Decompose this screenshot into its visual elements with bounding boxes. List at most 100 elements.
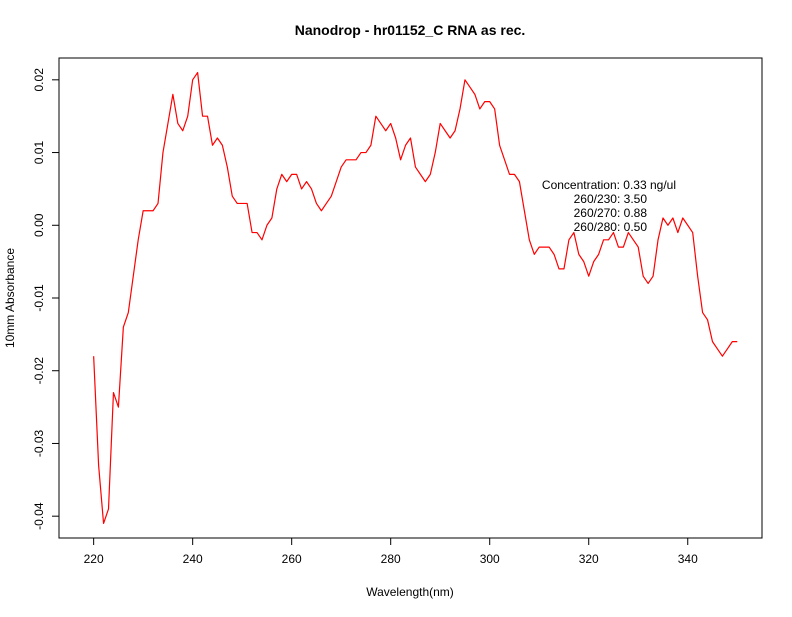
data-point <box>207 116 208 117</box>
y-tick-label: -0.03 <box>32 429 46 457</box>
absorbance-series-line <box>93 71 738 525</box>
y-tick-label: -0.04 <box>32 502 46 530</box>
data-point <box>321 210 322 211</box>
data-point <box>276 188 277 189</box>
data-point <box>435 152 436 153</box>
data-point <box>242 203 243 204</box>
data-point <box>484 101 485 102</box>
data-point <box>405 145 406 146</box>
data-point <box>598 254 599 255</box>
data-point <box>633 239 634 240</box>
data-point <box>425 181 426 182</box>
data-point <box>355 159 356 160</box>
x-tick-label: 320 <box>579 552 599 566</box>
data-point <box>420 174 421 175</box>
annotation-260-280: 260/280: 0.50 <box>574 220 648 234</box>
data-point <box>553 254 554 255</box>
data-point <box>588 276 589 277</box>
data-point <box>539 246 540 247</box>
x-tick-label: 280 <box>381 552 401 566</box>
y-tick-label: 0.01 <box>32 141 46 165</box>
data-point <box>657 239 658 240</box>
data-point <box>697 276 698 277</box>
data-point <box>266 225 267 226</box>
data-point <box>311 188 312 189</box>
data-point <box>717 348 718 349</box>
data-point <box>558 268 559 269</box>
x-axis-label: Wavelength(nm) <box>366 585 454 599</box>
y-axis-label: 10mm Absorbance <box>3 248 17 348</box>
data-point <box>256 232 257 233</box>
data-point <box>440 123 441 124</box>
y-tick-label: -0.01 <box>32 284 46 312</box>
data-point <box>202 116 203 117</box>
x-tick-label: 240 <box>183 552 203 566</box>
data-point <box>251 232 252 233</box>
data-point <box>534 254 535 255</box>
data-point <box>385 130 386 131</box>
data-point <box>643 276 644 277</box>
x-tick-label: 300 <box>480 552 500 566</box>
data-point <box>291 174 292 175</box>
data-point <box>316 203 317 204</box>
data-point <box>504 159 505 160</box>
data-point <box>172 94 173 95</box>
data-point <box>727 348 728 349</box>
data-point <box>286 181 287 182</box>
data-point <box>261 239 262 240</box>
data-point <box>157 203 158 204</box>
data-point <box>479 108 480 109</box>
data-point <box>712 341 713 342</box>
data-point <box>549 246 550 247</box>
data-point <box>182 130 183 131</box>
data-point <box>667 225 668 226</box>
data-point <box>578 254 579 255</box>
data-point <box>167 123 168 124</box>
data-point <box>544 246 545 247</box>
data-point <box>702 312 703 313</box>
data-point <box>568 239 569 240</box>
data-point <box>459 108 460 109</box>
data-point <box>722 356 723 357</box>
x-tick-label: 220 <box>84 552 104 566</box>
annotation-block: Concentration: 0.33 ng/ul 260/230: 3.50 … <box>542 178 676 234</box>
data-point <box>138 239 139 240</box>
data-point <box>118 406 119 407</box>
data-point <box>400 159 401 160</box>
data-point <box>494 108 495 109</box>
data-point <box>326 203 327 204</box>
data-point <box>469 86 470 87</box>
data-point <box>375 116 376 117</box>
data-point <box>301 188 302 189</box>
data-point <box>192 79 193 80</box>
data-point <box>652 276 653 277</box>
data-point <box>608 239 609 240</box>
data-point <box>618 246 619 247</box>
data-point <box>638 246 639 247</box>
data-point <box>430 174 431 175</box>
data-point <box>113 392 114 393</box>
annotation-concentration: Concentration: 0.33 ng/ul <box>542 178 676 192</box>
data-point <box>454 130 455 131</box>
data-point <box>474 94 475 95</box>
y-tick-label: -0.02 <box>32 357 46 385</box>
data-point <box>350 159 351 160</box>
data-point <box>306 181 307 182</box>
data-point <box>603 239 604 240</box>
data-point <box>108 508 109 509</box>
data-point <box>737 341 738 342</box>
data-point <box>365 152 366 153</box>
data-point <box>732 341 733 342</box>
data-point <box>464 79 465 80</box>
data-point <box>222 145 223 146</box>
data-point <box>583 261 584 262</box>
data-point <box>187 116 188 117</box>
data-point <box>524 210 525 211</box>
data-point <box>271 217 272 218</box>
annotation-260-230: 260/230: 3.50 <box>574 192 648 206</box>
data-point <box>370 145 371 146</box>
data-point <box>509 174 510 175</box>
